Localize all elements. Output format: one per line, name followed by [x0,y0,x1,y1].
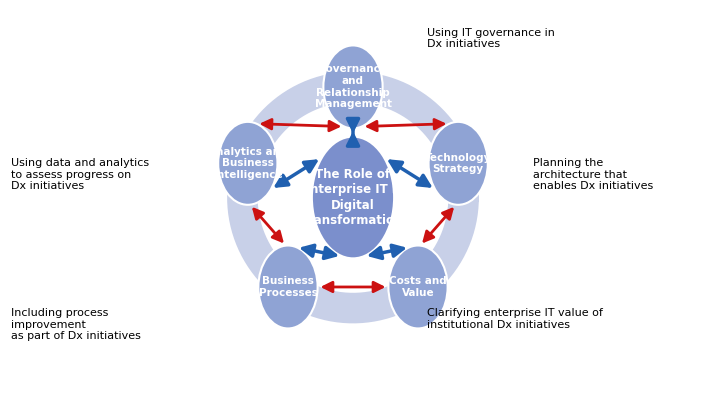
FancyArrowPatch shape [371,245,403,258]
FancyArrowPatch shape [368,119,443,131]
FancyArrowPatch shape [424,209,452,241]
Text: Clarifying enterprise IT value of
institutional Dx initiatives: Clarifying enterprise IT value of instit… [427,308,603,330]
Text: The Role of
Enterprise IT in
Digital
Transformation: The Role of Enterprise IT in Digital Tra… [302,169,404,226]
Text: Technology
Strategy: Technology Strategy [425,152,491,174]
FancyArrowPatch shape [347,118,359,146]
Text: Costs and
Value: Costs and Value [389,276,447,298]
Text: Planning the
architecture that
enables Dx initiatives: Planning the architecture that enables D… [533,158,653,191]
FancyArrowPatch shape [254,209,282,241]
FancyArrowPatch shape [303,245,335,258]
Text: Using data and analytics
to assess progress on
Dx initiatives: Using data and analytics to assess progr… [11,158,149,191]
FancyArrowPatch shape [263,119,338,131]
Ellipse shape [429,122,488,205]
Ellipse shape [258,246,318,329]
FancyArrowPatch shape [390,161,429,186]
Text: Using IT governance in
Dx initiatives: Using IT governance in Dx initiatives [427,28,555,49]
FancyArrowPatch shape [323,282,383,292]
Ellipse shape [388,246,448,329]
FancyArrowPatch shape [277,161,316,186]
Ellipse shape [311,136,395,259]
Text: Governance
and
Relationship
Management: Governance and Relationship Management [314,64,392,109]
Text: Including process
improvement
as part of Dx initiatives: Including process improvement as part of… [11,308,140,341]
Ellipse shape [323,45,383,128]
Ellipse shape [218,122,277,205]
Text: Business
Processes: Business Processes [258,276,318,298]
Text: Analytics and
Business
Intelligence: Analytics and Business Intelligence [208,147,287,180]
